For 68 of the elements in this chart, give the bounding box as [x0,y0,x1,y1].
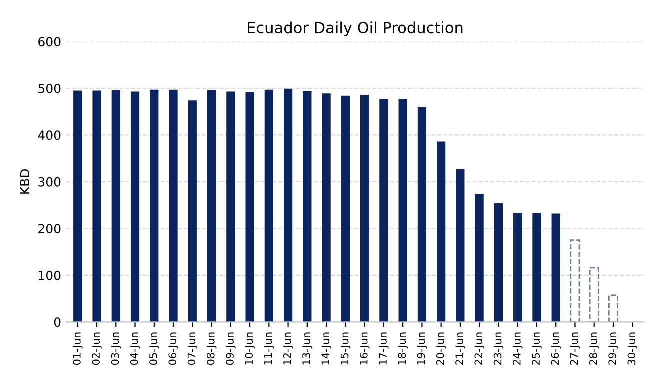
x-tick-label: 07-Jun [188,332,198,366]
x-tick-label: 12-Jun [283,332,294,365]
x-tick-label: 13-Jun [302,332,312,365]
y-tick-label: 300 [38,177,61,187]
x-tick-label: 15-Jun [340,332,351,365]
bar [398,99,408,322]
x-tick-label: 04-Jun [130,332,140,366]
x-tick-label: 23-Jun [494,332,504,365]
chart-title: Ecuador Daily Oil Production [248,22,463,37]
x-tick-label: 14-Jun [322,332,332,365]
bar [418,107,426,322]
bar [475,194,484,322]
x-tick-label: 26-Jun [551,332,562,365]
bar [188,100,197,322]
x-tick-label: 19-Jun [417,332,428,365]
bar [284,88,293,322]
x-tick-label: 10-Jun [245,332,255,365]
bar [207,90,216,322]
bar [226,92,236,322]
bar [456,169,465,322]
bar [322,94,331,322]
x-tick-label: 29-Jun [608,332,618,365]
bar [246,92,254,322]
x-tick-label: 08-Jun [206,332,217,366]
x-tick-label: 30-Jun [628,332,638,365]
bar [380,99,388,322]
x-tick-label: 28-Jun [589,332,600,365]
y-tick-label: 400 [38,130,61,140]
y-tick-label: 200 [38,224,61,234]
bar [570,240,580,322]
bar [130,92,140,322]
x-tick-label: 11-Jun [264,332,274,365]
x-tick-label: 21-Jun [456,332,466,365]
x-tick-label: 16-Jun [360,332,370,365]
y-tick-label: 100 [39,270,61,280]
bar [608,294,618,322]
bar [112,90,120,322]
x-tick-label: 09-Jun [226,332,236,366]
bar [532,213,542,322]
bar [169,90,178,322]
x-tick-label: 24-Jun [512,332,523,365]
y-tick-label: 500 [38,84,61,94]
x-tick-label: 06-Jun [168,332,178,366]
bar [303,91,312,322]
bar [264,90,274,322]
bar [150,90,159,322]
x-tick-label: 25-Jun [532,332,542,365]
x-tick-label: 03-Jun [111,332,122,366]
x-tick-label: 17-Jun [379,332,389,365]
bar [514,213,522,322]
x-tick-label: 22-Jun [474,332,485,365]
bar [341,96,350,322]
bar [589,267,600,322]
x-tick-label: 02-Jun [92,332,102,366]
bar [494,203,504,322]
x-tick-label: 01-Jun [73,332,83,366]
bar [74,90,82,322]
x-tick-label: 05-Jun [150,332,160,366]
y-tick-label: 0 [54,318,61,328]
bar [360,94,370,322]
y-axis-title: KBD [20,169,30,194]
y-tick-label: 600 [38,37,61,47]
bar [437,142,446,322]
bar [552,214,560,322]
x-tick-label: 20-Jun [436,332,446,365]
bar [92,90,102,322]
x-tick-label: 18-Jun [398,332,408,365]
x-tick-label: 27-Jun [570,332,580,365]
